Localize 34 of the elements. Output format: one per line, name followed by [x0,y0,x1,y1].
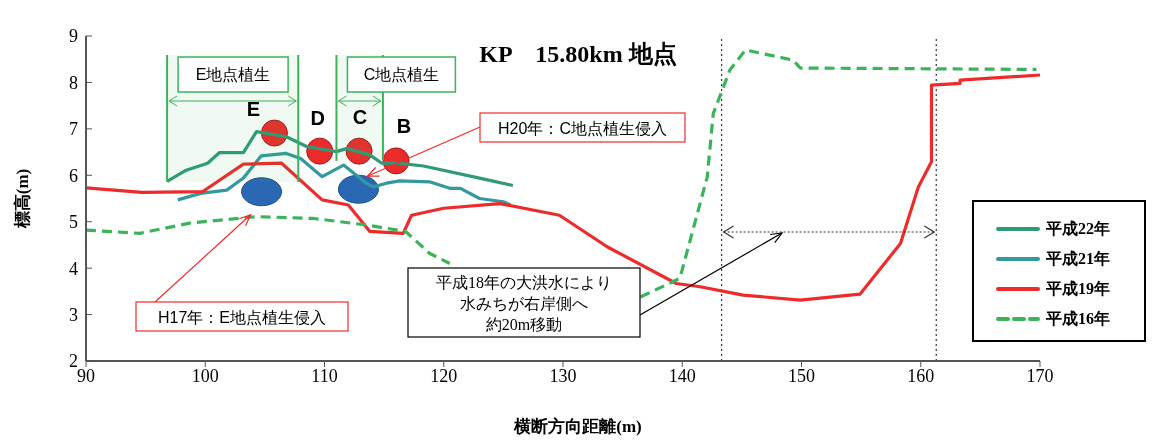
y-tick-label: 2 [69,351,78,372]
x-tick-label: 140 [668,365,696,386]
x-tick-label: 110 [311,365,338,386]
x-tick-label: 100 [191,365,219,386]
band-label: E地点植生 [195,66,271,83]
legend-label: 平成19年 [1046,278,1110,299]
y-tick-label: 4 [69,258,78,279]
annotation: H20年：C地点植生侵入 [498,119,667,137]
annotation: H17年：E地点植生侵入 [157,308,327,326]
annotation: 平成18年の大洪水により水みちが右岸側へ約20m移動 [436,273,612,333]
y-tick-label: 3 [69,304,78,325]
y-tick-label: 8 [69,72,78,93]
y-tick-label: 6 [69,165,78,186]
x-tick-label: 160 [907,365,935,386]
x-tick-label: 130 [549,365,577,386]
line-series [176,151,513,207]
legend-label: 平成16年 [1046,308,1110,329]
y-tick-label: 9 [69,26,78,47]
x-tick-label: 150 [788,365,815,386]
chart-title: KP 15.80km 地点 [479,41,677,67]
x-tick-label: 120 [430,365,458,386]
x-tick-label: 90 [77,365,95,386]
annotation: E [246,98,261,121]
annotation: D [310,107,325,130]
y-tick-label: 7 [69,119,78,140]
legend-label: 平成21年 [1046,248,1110,269]
y-tick-label: 5 [69,212,78,233]
x-axis-title: 横断方向距離(m) [513,417,642,436]
annotation: C [352,106,368,129]
y-axis-title: 標高(m) [13,168,32,230]
legend-label: 平成22年 [1046,218,1110,239]
band-label: C地点植生 [363,66,440,83]
annotation: B [396,114,412,137]
x-tick-label: 170 [1026,365,1054,386]
